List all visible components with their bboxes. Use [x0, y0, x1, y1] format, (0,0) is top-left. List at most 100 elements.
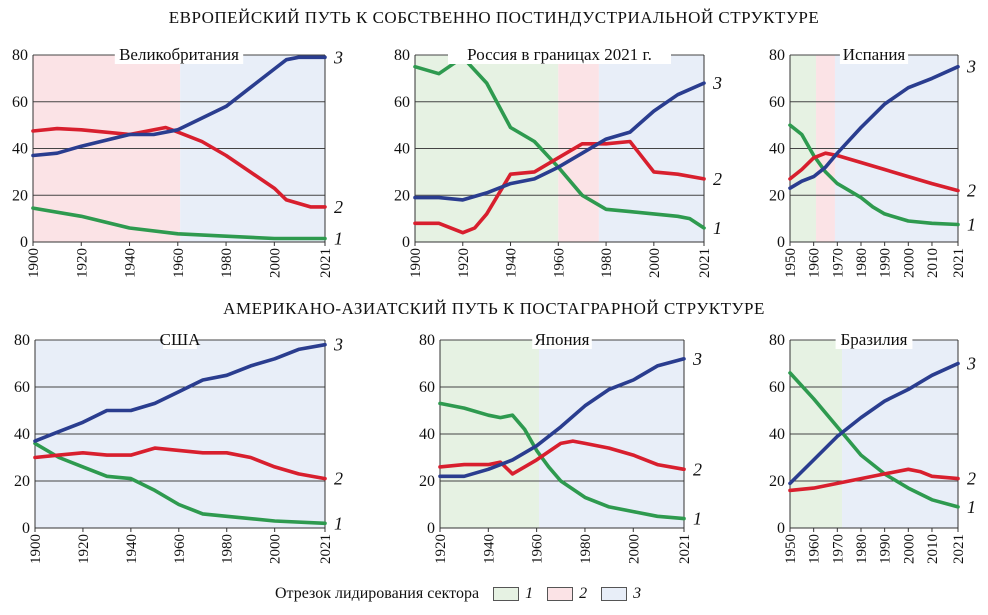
y-tick-label: 60 — [419, 379, 435, 396]
series-end-label-3: 3 — [333, 47, 343, 67]
series-end-label-1: 1 — [713, 218, 722, 238]
y-tick-label: 20 — [769, 187, 785, 204]
chart-title: Бразилия — [840, 330, 907, 349]
legend-swatch-3 — [601, 587, 628, 601]
x-tick-label: 1960 — [171, 248, 187, 278]
x-tick-label: 1980 — [854, 534, 870, 564]
y-tick-label: 40 — [12, 141, 28, 158]
x-tick-label: 2021 — [951, 534, 967, 564]
legend: Отрезок лидирования сектора 1 2 3 — [275, 585, 655, 603]
x-tick-label: 1980 — [220, 534, 236, 564]
x-tick-label: 1950 — [783, 534, 799, 564]
series-end-label-3: 3 — [966, 354, 976, 374]
x-tick-label: 1980 — [578, 534, 594, 564]
x-tick-label: 2000 — [901, 248, 917, 278]
series-line-3 — [788, 64, 960, 190]
series-end-label-3: 3 — [333, 335, 343, 355]
x-tick-label: 1950 — [783, 248, 799, 278]
y-tick-label: 80 — [14, 332, 30, 349]
series-line-2 — [788, 467, 960, 493]
legend-swatch-1 — [493, 587, 520, 601]
y-tick-label: 80 — [394, 47, 410, 64]
x-tick-label: 1960 — [551, 248, 567, 278]
series-end-label-1: 1 — [334, 513, 343, 533]
series-end-label-2: 2 — [693, 459, 702, 479]
series-line-1 — [788, 371, 960, 509]
y-tick-label: 60 — [769, 94, 785, 111]
y-tick-label: 20 — [419, 473, 435, 490]
x-tick-label: 2021 — [318, 248, 334, 278]
series-line-1 — [438, 401, 686, 521]
x-tick-label: 2021 — [697, 248, 713, 278]
chart-title: Россия в границах 2021 г. — [467, 45, 652, 64]
section-title-european: ЕВРОПЕЙСКИЙ ПУТЬ К СОБСТВЕННО ПОСТИНДУСТ… — [168, 8, 820, 27]
y-tick-label: 40 — [769, 141, 785, 158]
legend-swatch-2 — [547, 587, 574, 601]
chart-title-bg — [114, 44, 244, 64]
chart-title-bg — [835, 329, 913, 349]
chart-title-bg — [532, 329, 592, 349]
x-tick-label: 1990 — [878, 248, 894, 278]
x-tick-label: 1980 — [219, 248, 235, 278]
x-tick-label: 2000 — [626, 534, 642, 564]
x-tick-label: 1920 — [433, 534, 449, 564]
y-tick-label: 60 — [14, 379, 30, 396]
series-line-1 — [33, 441, 327, 526]
series-end-label-1: 1 — [967, 497, 976, 517]
legend-item-1: 1 — [525, 585, 534, 602]
y-tick-label: 60 — [394, 94, 410, 111]
x-tick-label: 1920 — [456, 248, 472, 278]
series-line-1 — [788, 123, 960, 227]
x-tick-label: 1940 — [504, 248, 520, 278]
series-end-label-2: 2 — [334, 197, 343, 217]
x-tick-label: 1940 — [481, 534, 497, 564]
y-tick-label: 40 — [769, 426, 785, 443]
series-end-label-2: 2 — [334, 469, 343, 489]
x-tick-label: 2021 — [951, 248, 967, 278]
y-tick-label: 80 — [769, 47, 785, 64]
y-tick-label: 40 — [14, 426, 30, 443]
y-tick-label: 60 — [769, 379, 785, 396]
y-tick-label: 40 — [419, 426, 435, 443]
series-line-3 — [31, 55, 327, 158]
y-tick-label: 0 — [402, 234, 410, 251]
y-tick-label: 40 — [394, 141, 410, 158]
series-line-2 — [788, 151, 960, 193]
x-tick-label: 2010 — [925, 248, 941, 278]
y-tick-label: 0 — [22, 520, 30, 537]
x-tick-label: 1970 — [830, 248, 846, 278]
chart-panel-3: 0 20 40 60 80 1950 1960 1970 1980 1990 2000 2010 202… — [769, 44, 976, 278]
x-tick-label: 1940 — [124, 534, 140, 564]
chart-panel-6: 0 20 40 60 80 1950 1960 1970 1980 1990 2000 2010 202… — [769, 329, 976, 564]
series-end-label-1: 1 — [334, 228, 343, 248]
chart-title-bg — [839, 44, 909, 64]
y-tick-label: 0 — [777, 520, 785, 537]
x-tick-label: 1960 — [172, 534, 188, 564]
series-end-label-3: 3 — [966, 57, 976, 77]
y-tick-label: 0 — [427, 520, 435, 537]
x-tick-label: 2000 — [267, 248, 283, 278]
y-tick-label: 80 — [419, 332, 435, 349]
x-tick-label: 1980 — [599, 248, 615, 278]
series-line-3 — [438, 357, 686, 479]
y-tick-label: 20 — [769, 473, 785, 490]
series-end-label-3: 3 — [692, 349, 702, 369]
series-line-3 — [33, 342, 327, 443]
x-tick-label: 1960 — [807, 248, 823, 278]
x-tick-label: 1970 — [830, 534, 846, 564]
y-tick-label: 20 — [394, 187, 410, 204]
y-tick-label: 0 — [20, 234, 28, 251]
x-tick-label: 1990 — [878, 534, 894, 564]
series-line-2 — [413, 139, 706, 235]
chart-title: Великобритания — [119, 45, 239, 64]
series-end-label-3: 3 — [712, 73, 722, 93]
x-tick-label: 1900 — [408, 248, 424, 278]
x-tick-label: 2010 — [925, 534, 941, 564]
series-line-2 — [31, 125, 327, 209]
x-tick-label: 1960 — [807, 534, 823, 564]
x-tick-label: 1960 — [530, 534, 546, 564]
